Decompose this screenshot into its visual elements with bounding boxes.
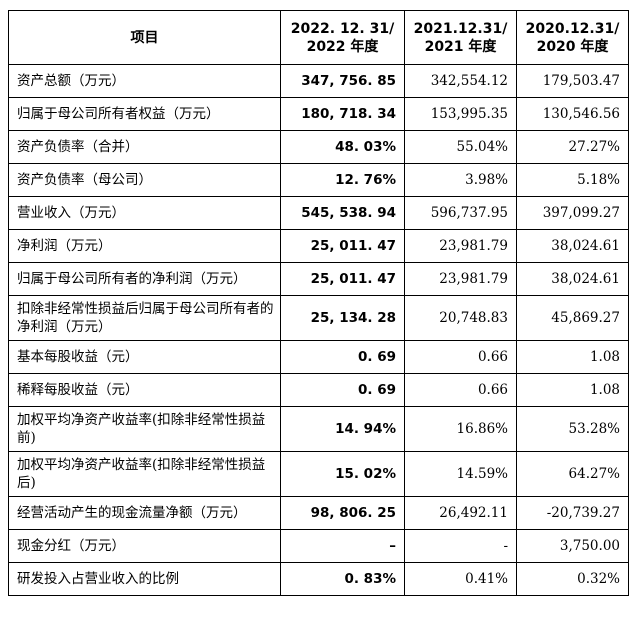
value-2021: 23,981.79: [404, 229, 517, 263]
table-row: 扣除非经常性损益后归属于母公司所有者的净利润（万元） 25, 134. 28 2…: [8, 295, 629, 341]
table-row: 净利润（万元） 25, 011. 47 23,981.79 38,024.61: [8, 229, 629, 263]
header-2021: 2021.12.31/ 2021 年度: [404, 10, 517, 65]
value-2020: 130,546.56: [516, 97, 629, 131]
value-2020: 0.32%: [516, 562, 629, 596]
header-2022-date: 2022. 12. 31/: [290, 20, 395, 37]
row-label: 研发投入占营业收入的比例: [8, 562, 281, 596]
value-2022: 545, 538. 94: [280, 196, 405, 230]
value-2020: 53.28%: [516, 406, 629, 452]
value-2020: 38,024.61: [516, 262, 629, 296]
value-2020: 5.18%: [516, 163, 629, 197]
row-label: 现金分红（万元）: [8, 529, 281, 563]
row-label: 营业收入（万元）: [8, 196, 281, 230]
header-item: 项目: [8, 10, 281, 65]
value-2020: 38,024.61: [516, 229, 629, 263]
table-row: 经营活动产生的现金流量净额（万元） 98, 806. 25 26,492.11 …: [8, 496, 629, 530]
value-2022: 12. 76%: [280, 163, 405, 197]
value-2020: 3,750.00: [516, 529, 629, 563]
value-2022: 180, 718. 34: [280, 97, 405, 131]
row-label: 资产总额（万元）: [8, 64, 281, 98]
value-2021: 596,737.95: [404, 196, 517, 230]
table-row: 加权平均净资产收益率(扣除非经常性损益前) 14. 94% 16.86% 53.…: [8, 406, 629, 452]
row-label: 扣除非经常性损益后归属于母公司所有者的净利润（万元）: [8, 295, 281, 341]
header-row: 项目 2022. 12. 31/ 2022 年度 2021.12.31/ 202…: [8, 10, 629, 65]
value-2021: 153,995.35: [404, 97, 517, 131]
row-label: 归属于母公司所有者的净利润（万元）: [8, 262, 281, 296]
value-2021: 0.41%: [404, 562, 517, 596]
header-2022-year: 2022 年度: [306, 38, 379, 55]
financial-summary-table: 项目 2022. 12. 31/ 2022 年度 2021.12.31/ 202…: [8, 10, 629, 596]
value-2022: 0. 69: [280, 373, 405, 407]
value-2020: 45,869.27: [516, 295, 629, 341]
row-label: 净利润（万元）: [8, 229, 281, 263]
value-2021: 26,492.11: [404, 496, 517, 530]
value-2022: –: [280, 529, 405, 563]
row-label: 经营活动产生的现金流量净额（万元）: [8, 496, 281, 530]
table-row: 基本每股收益（元） 0. 69 0.66 1.08: [8, 340, 629, 374]
value-2022: 347, 756. 85: [280, 64, 405, 98]
header-2021-year: 2021 年度: [424, 38, 497, 55]
value-2020: 1.08: [516, 340, 629, 374]
table-row: 现金分红（万元） – - 3,750.00: [8, 529, 629, 563]
value-2022: 98, 806. 25: [280, 496, 405, 530]
table-row: 归属于母公司所有者权益（万元） 180, 718. 34 153,995.35 …: [8, 97, 629, 131]
value-2021: 342,554.12: [404, 64, 517, 98]
value-2021: 14.59%: [404, 451, 517, 497]
header-2020: 2020.12.31/ 2020 年度: [516, 10, 629, 65]
value-2022: 15. 02%: [280, 451, 405, 497]
value-2022: 0. 69: [280, 340, 405, 374]
header-2020-date: 2020.12.31/: [525, 20, 620, 37]
row-label: 基本每股收益（元）: [8, 340, 281, 374]
table-row: 资产总额（万元） 347, 756. 85 342,554.12 179,503…: [8, 64, 629, 98]
value-2021: 55.04%: [404, 130, 517, 164]
value-2022: 0. 83%: [280, 562, 405, 596]
value-2020: -20,739.27: [516, 496, 629, 530]
value-2022: 25, 011. 47: [280, 229, 405, 263]
value-2020: 397,099.27: [516, 196, 629, 230]
table-row: 营业收入（万元） 545, 538. 94 596,737.95 397,099…: [8, 196, 629, 230]
table-row: 资产负债率（母公司） 12. 76% 3.98% 5.18%: [8, 163, 629, 197]
value-2020: 27.27%: [516, 130, 629, 164]
value-2020: 1.08: [516, 373, 629, 407]
table-row: 加权平均净资产收益率(扣除非经常性损益后) 15. 02% 14.59% 64.…: [8, 451, 629, 497]
header-2020-year: 2020 年度: [536, 38, 609, 55]
value-2020: 64.27%: [516, 451, 629, 497]
row-label: 加权平均净资产收益率(扣除非经常性损益前): [8, 406, 281, 452]
row-label: 资产负债率（母公司）: [8, 163, 281, 197]
table-row: 归属于母公司所有者的净利润（万元） 25, 011. 47 23,981.79 …: [8, 262, 629, 296]
value-2022: 14. 94%: [280, 406, 405, 452]
table-row: 稀释每股收益（元） 0. 69 0.66 1.08: [8, 373, 629, 407]
header-item-label: 项目: [130, 29, 159, 46]
header-2021-date: 2021.12.31/: [413, 20, 508, 37]
row-label: 稀释每股收益（元）: [8, 373, 281, 407]
value-2021: -: [404, 529, 517, 563]
value-2021: 16.86%: [404, 406, 517, 452]
table-row: 研发投入占营业收入的比例 0. 83% 0.41% 0.32%: [8, 562, 629, 596]
value-2020: 179,503.47: [516, 64, 629, 98]
value-2021: 0.66: [404, 340, 517, 374]
value-2021: 3.98%: [404, 163, 517, 197]
value-2021: 20,748.83: [404, 295, 517, 341]
row-label: 归属于母公司所有者权益（万元）: [8, 97, 281, 131]
value-2022: 25, 134. 28: [280, 295, 405, 341]
header-2022: 2022. 12. 31/ 2022 年度: [280, 10, 405, 65]
table-row: 资产负债率（合并） 48. 03% 55.04% 27.27%: [8, 130, 629, 164]
row-label: 加权平均净资产收益率(扣除非经常性损益后): [8, 451, 281, 497]
value-2021: 23,981.79: [404, 262, 517, 296]
value-2021: 0.66: [404, 373, 517, 407]
value-2022: 25, 011. 47: [280, 262, 405, 296]
value-2022: 48. 03%: [280, 130, 405, 164]
row-label: 资产负债率（合并）: [8, 130, 281, 164]
